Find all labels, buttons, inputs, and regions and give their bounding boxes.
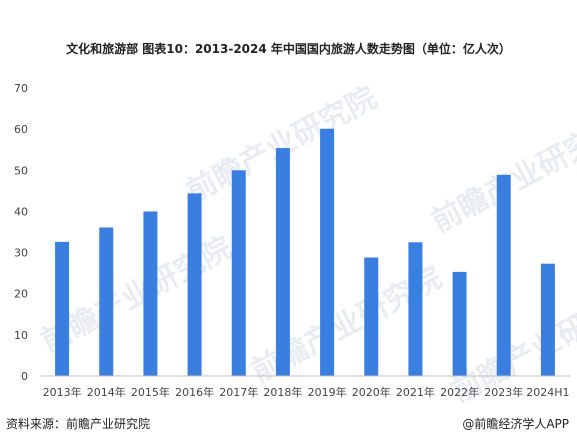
brand-credit: @前瞻经济学人APP [462,417,569,431]
y-tick-label: 0 [21,370,28,383]
y-tick-label: 70 [14,82,28,95]
x-tick-label: 2017年 [219,385,258,399]
y-tick-label: 50 [14,164,28,177]
bars [55,128,555,376]
bar-5 [275,148,290,376]
bar-11 [540,263,555,376]
y-tick-label: 20 [14,288,28,301]
x-tick-label: 2023年 [484,385,523,399]
x-tick-label: 2024H1 [526,386,569,399]
y-tick-label: 30 [14,247,28,260]
x-tick-label: 2014年 [87,385,126,399]
x-tick-label: 2016年 [175,385,214,399]
y-tick-label: 60 [14,123,28,136]
x-tick-label: 2015年 [131,385,170,399]
bar-1 [99,227,114,376]
source-note: 资料来源：前瞻产业研究院 [6,417,151,431]
x-axis: 2013年 2014年 2015年 2016年 2017年 2018年 2019年 2020年… [40,375,570,399]
x-tick-label: 2019年 [308,385,347,399]
chart-title: 文化和旅游部 图表10：2013-2024 年中国国内旅游人数走势图（单位：亿人… [66,42,511,56]
y-tick-label: 10 [14,329,28,342]
bar-6 [320,128,335,376]
x-tick-label: 2013年 [43,385,82,399]
x-tick-label: 2021年 [396,385,435,399]
y-tick-label: 40 [14,205,28,218]
bar-2 [143,211,158,376]
bar-4 [231,170,246,376]
bar-9 [452,271,467,376]
bar-0 [55,241,70,376]
bar-10 [496,174,511,376]
x-tick-label: 2022年 [440,385,479,399]
bar-7 [364,257,379,376]
bar-3 [187,193,202,376]
bar-8 [408,242,423,376]
x-tick-label: 2018年 [263,385,302,399]
y-axis: 0 10 20 30 40 50 60 70 [14,82,28,383]
x-tick-label: 2020年 [352,385,391,399]
bar-chart: 0 10 20 30 40 50 60 70 2013年 2014年 2015年 2016年 2017… [14,82,570,399]
